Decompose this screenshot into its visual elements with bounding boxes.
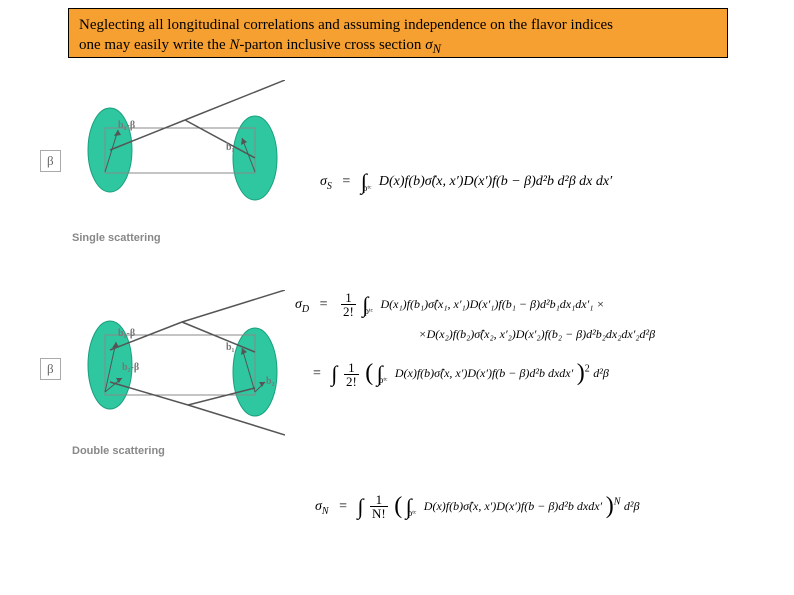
- lparen-icon: (: [365, 360, 373, 386]
- header-sigma-sub: N: [433, 42, 441, 56]
- sigmaN-d2beta: d²β: [624, 499, 640, 513]
- label-b1-beta: b₁-β: [118, 120, 135, 131]
- sigmaS-lhs: σ: [320, 174, 327, 189]
- sigmaD-intsub2: pᵗᶜ: [379, 375, 388, 385]
- int-icon: ∫: [331, 361, 337, 386]
- sigmaN-exp: N: [614, 496, 621, 507]
- sigmaN-rhs: D(x)f(b)σ̂(x, x′)D(x′)f(b − β)d²b dxdx′: [424, 499, 602, 513]
- frac-half-1: 12!: [341, 291, 356, 318]
- single-scattering-diagram: b₁-β b₁: [70, 80, 285, 225]
- frac-n: 1N!: [370, 493, 388, 520]
- sigmaS-rhs: D(x)f(b)σ̂(x, x′)D(x′)f(b − β)d²b d²β dx…: [379, 174, 612, 189]
- lparen-icon: (: [394, 493, 402, 519]
- sigmaD-exp: 2: [585, 364, 590, 375]
- sigmaD-intsub1: pᵗᶜ: [364, 306, 373, 316]
- header-sigma: σ: [425, 37, 432, 53]
- single-scattering-caption: Single scattering: [72, 232, 161, 244]
- double-scattering-svg: [70, 290, 285, 440]
- single-scattering-svg: [70, 80, 285, 225]
- frac-half-2: 12!: [344, 361, 359, 388]
- sigmaS-sub: S: [327, 181, 332, 192]
- rparen-icon: ): [577, 360, 585, 386]
- equation-sigma-d: σD = 12! ∫pᵗᶜ D(x₁)f(b₁)σ̂(x₁, x′₁)D(x′₁…: [295, 280, 655, 394]
- header-line2b: -parton inclusive cross section: [239, 37, 425, 53]
- sigmaD-line1: D(x₁)f(b₁)σ̂(x₁, x′₁)D(x′₁)f(b₁ − β)d²b₁…: [380, 297, 604, 311]
- sigmaD-d2beta: d²β: [593, 366, 609, 380]
- equation-sigma-s: σS = ∫pᵗᶜ D(x)f(b)σ̂(x, x′)D(x′)f(b − β)…: [320, 165, 612, 192]
- sigmaD-line3: D(x)f(b)σ̂(x, x′)D(x′)f(b − β)d²b dxdx′: [395, 366, 573, 380]
- header-line1: Neglecting all longitudinal correlations…: [79, 17, 613, 33]
- frac-den: 2!: [341, 305, 356, 318]
- frac-den2: 2!: [344, 375, 359, 388]
- sigmaD-line2: ×D(x₂)f(b₂)σ̂(x₂, x′₂)D(x′₂)f(b₂ − β)d²b…: [419, 327, 656, 341]
- label-d-b2mb: b₂-β: [122, 362, 139, 373]
- label-d-b2: b₂: [266, 376, 275, 387]
- double-scattering-caption: Double scattering: [72, 445, 165, 457]
- beta-box-double: β: [40, 358, 61, 380]
- header-text-box: Neglecting all longitudinal correlations…: [68, 8, 728, 58]
- rparen-icon: ): [606, 493, 614, 519]
- label-d-b1mb: b₁-β: [118, 328, 135, 339]
- frac-num2: 1: [344, 361, 359, 375]
- int-icon: ∫: [357, 494, 363, 519]
- beta-box-single: β: [40, 150, 61, 172]
- header-N: N: [229, 37, 239, 53]
- header-line2a: one may easily write the: [79, 37, 229, 53]
- frac-num: 1: [341, 291, 356, 305]
- sigmaN-sub: N: [322, 506, 329, 517]
- fracN-den: N!: [370, 507, 388, 520]
- fracN-num: 1: [370, 493, 388, 507]
- sigmaN-intsub: pᵗᶜ: [408, 508, 417, 518]
- sigmaS-intsub: pᵗᶜ: [363, 183, 372, 193]
- double-scattering-diagram: b₁-β b₂-β b₁ b₂: [70, 290, 285, 440]
- sigmaN-lhs: σ: [315, 499, 322, 514]
- sigmaD-lhs: σ: [295, 297, 302, 312]
- sigmaD-sub: D: [302, 304, 309, 315]
- label-b1: b₁: [226, 142, 235, 153]
- label-d-b1: b₁: [226, 342, 235, 353]
- equation-sigma-n: σN = ∫ 1N! ( ∫pᵗᶜ D(x)f(b)σ̂(x, x′)D(x′)…: [315, 490, 639, 520]
